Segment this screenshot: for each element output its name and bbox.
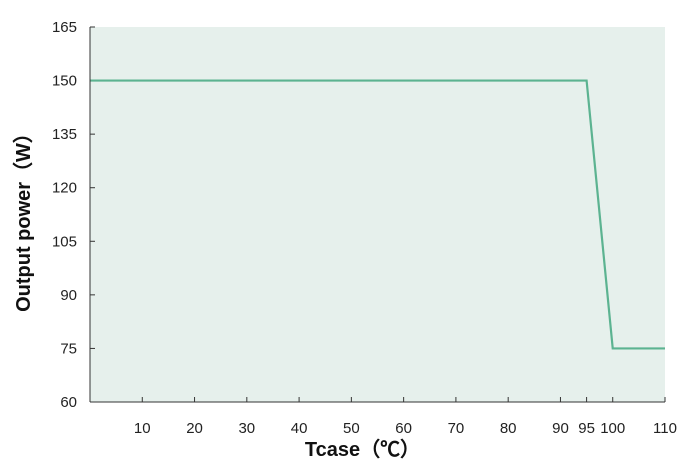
series-group: [90, 79, 665, 350]
y-tick-label: 90: [60, 287, 77, 304]
x-tick-label: 100: [600, 420, 625, 437]
x-axis-title: Tcase（℃）: [305, 438, 420, 461]
y-tick-label: 75: [60, 340, 77, 357]
x-tick-label: 95: [578, 420, 595, 437]
y-axis-title: Output power（W）: [12, 123, 35, 312]
y-tick-label: 165: [52, 19, 77, 36]
x-tick-label: 70: [448, 420, 465, 437]
y-tick-label: 120: [52, 180, 77, 197]
y-tick-label: 135: [52, 126, 77, 143]
x-tick-label: 110: [653, 420, 677, 437]
x-tick-label: 50: [343, 420, 360, 437]
x-tick-label: 80: [500, 420, 517, 437]
plot-area: [90, 27, 665, 402]
x-tick-label: 10: [134, 420, 151, 437]
y-tick-label: 105: [52, 233, 77, 250]
x-tick-label: 30: [238, 420, 255, 437]
series-line: [90, 79, 665, 350]
y-tick-label: 60: [60, 394, 77, 411]
y-tick-label: 150: [52, 73, 77, 90]
x-tick-label: 20: [186, 420, 203, 437]
tick-group: 60 75 90 105 120 135 150 165 10 20 30 40 50 60 70 80 90 9…: [52, 19, 677, 437]
x-tick-label: 60: [395, 420, 412, 437]
x-tick-label: 90: [552, 420, 569, 437]
x-tick-label: 40: [291, 420, 308, 437]
